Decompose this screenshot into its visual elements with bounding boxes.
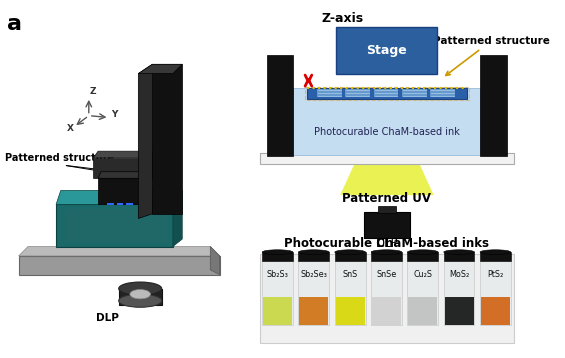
Bar [119, 289, 162, 305]
Text: Patterned structure: Patterned structure [5, 153, 114, 163]
Bar [407, 252, 438, 261]
Polygon shape [56, 190, 182, 204]
Bar [262, 252, 293, 261]
Bar [336, 297, 364, 325]
Text: SnSe: SnSe [376, 270, 397, 279]
Text: MoS₂: MoS₂ [449, 270, 470, 279]
Bar [408, 297, 437, 325]
Bar [364, 212, 410, 238]
Ellipse shape [407, 250, 438, 255]
Bar [372, 297, 401, 325]
Ellipse shape [119, 282, 162, 295]
Bar [480, 261, 511, 325]
Text: Y: Y [111, 110, 118, 118]
Bar [305, 87, 469, 100]
Polygon shape [145, 172, 150, 204]
Text: Sb₂Se₃: Sb₂Se₃ [301, 270, 327, 279]
Bar [298, 252, 329, 261]
Bar [335, 252, 366, 261]
Bar [373, 90, 398, 97]
Bar [262, 261, 293, 325]
Ellipse shape [335, 250, 366, 255]
Bar [445, 297, 473, 325]
Text: DLP: DLP [96, 313, 119, 323]
Text: Cu₂S: Cu₂S [413, 270, 432, 279]
Polygon shape [19, 247, 220, 256]
Polygon shape [153, 64, 182, 214]
Bar [335, 261, 366, 325]
Text: a: a [7, 14, 21, 34]
Bar [480, 252, 511, 261]
Polygon shape [138, 64, 182, 74]
Text: DLP: DLP [376, 237, 398, 251]
Text: Sb₂S₃: Sb₂S₃ [267, 270, 289, 279]
Bar [481, 297, 510, 325]
Bar [402, 90, 427, 97]
Polygon shape [93, 151, 163, 158]
Text: Z: Z [90, 87, 96, 96]
Text: Stage: Stage [367, 44, 407, 57]
Text: Patterned structure: Patterned structure [433, 36, 550, 76]
Ellipse shape [298, 250, 329, 255]
Polygon shape [340, 164, 434, 195]
Ellipse shape [371, 250, 402, 255]
Bar [298, 261, 329, 325]
Bar [267, 55, 293, 156]
Bar [293, 88, 480, 155]
Text: Z-axis: Z-axis [321, 12, 363, 25]
Ellipse shape [262, 250, 293, 255]
Bar [444, 252, 475, 261]
Ellipse shape [444, 250, 475, 255]
Bar [307, 88, 467, 99]
Bar [345, 90, 370, 97]
Bar [260, 153, 514, 164]
Bar [117, 203, 123, 205]
Bar [444, 261, 475, 325]
Polygon shape [56, 204, 173, 247]
Ellipse shape [119, 294, 162, 307]
Text: Photocurable ChaM-based inks: Photocurable ChaM-based inks [284, 237, 489, 250]
Bar [371, 261, 402, 325]
Bar [317, 90, 341, 97]
Bar [371, 252, 402, 261]
Bar [260, 254, 514, 343]
Text: SnS: SnS [342, 270, 358, 279]
Polygon shape [210, 247, 220, 275]
Ellipse shape [480, 250, 511, 255]
Bar [107, 203, 114, 205]
Polygon shape [66, 209, 168, 242]
Text: Photocurable ChaM-based ink: Photocurable ChaM-based ink [314, 127, 460, 137]
Polygon shape [157, 151, 163, 178]
Polygon shape [98, 178, 145, 204]
Ellipse shape [130, 290, 150, 299]
Polygon shape [93, 158, 157, 178]
Polygon shape [98, 172, 150, 178]
Polygon shape [138, 64, 153, 218]
Polygon shape [173, 190, 182, 247]
Bar [337, 27, 437, 74]
Bar [407, 261, 438, 325]
Bar [480, 55, 507, 156]
Text: X: X [67, 124, 74, 132]
Text: Patterned UV: Patterned UV [342, 192, 432, 205]
Bar [431, 90, 455, 97]
Bar [263, 297, 292, 325]
Polygon shape [19, 256, 220, 275]
Bar [126, 203, 133, 205]
Text: PtS₂: PtS₂ [487, 270, 503, 279]
Bar [377, 206, 396, 213]
Bar [299, 297, 328, 325]
